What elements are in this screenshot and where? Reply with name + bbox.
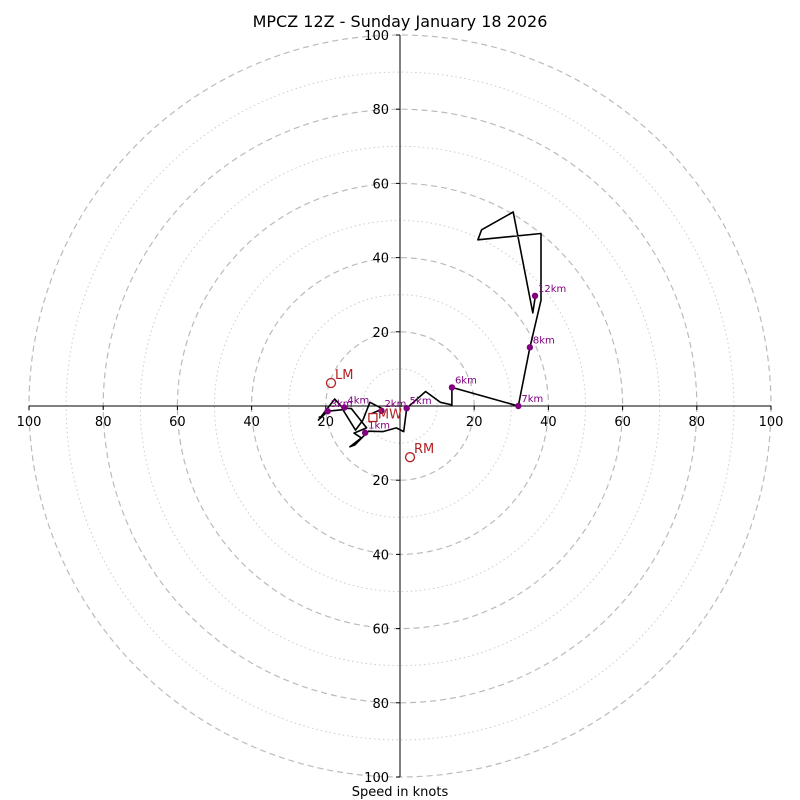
height-label-12km: 12km [538, 284, 566, 295]
height-point-4km [341, 404, 348, 411]
height-label-3km: 3km [331, 399, 353, 410]
height-point-5km [403, 405, 410, 412]
y-tick-label: 40 [372, 252, 389, 267]
height-point-6km [448, 384, 456, 391]
y-tick-label: 100 [364, 771, 389, 786]
mean-wind-marker [368, 412, 378, 423]
y-tick-label: 80 [372, 103, 389, 118]
height-label-2km: 2km [384, 399, 406, 410]
height-point-1km [361, 429, 369, 436]
x-tick-label: 60 [169, 415, 186, 430]
axes [29, 35, 771, 777]
x-tick-label: 100 [759, 415, 784, 430]
height-label-6km: 6km [455, 375, 477, 386]
height-point-7km [515, 402, 522, 410]
storm-motion-rm-label: RM [414, 442, 434, 457]
y-tick-label: 20 [372, 326, 389, 341]
height-label-5km: 5km [410, 396, 432, 407]
tick-labels: 100 80 60 40 20 20 40 60 80 100 100 80 60 40 20 20 40 60 8… [17, 29, 784, 786]
y-tick-label: 60 [372, 177, 389, 192]
x-tick-label: 40 [540, 415, 557, 430]
chart-title: MPCZ 12Z - Sunday January 18 2026 [253, 12, 548, 31]
height-point-2km [378, 407, 385, 415]
height-label-4km: 4km [347, 395, 369, 406]
y-tick-label: 40 [372, 548, 389, 563]
hodograph-line [317, 211, 542, 448]
x-tick-label: 20 [466, 415, 483, 430]
y-tick-label: 100 [364, 29, 389, 44]
x-tick-label: 100 [17, 415, 42, 430]
height-label-1km: 1km [368, 421, 390, 432]
height-point-12km [531, 292, 539, 300]
x-tick-label: 80 [689, 415, 706, 430]
height-point-3km [324, 407, 331, 415]
y-tick-label: 80 [372, 697, 389, 712]
mean-wind-label: MW [378, 408, 402, 423]
x-tick-label: 20 [318, 415, 335, 430]
x-tick-label: 40 [243, 415, 260, 430]
height-point-8km [526, 344, 534, 351]
y-tick-label: 60 [372, 623, 389, 638]
y-tick-label: 20 [372, 474, 389, 489]
storm-motion-markers: LM RM MW [325, 368, 434, 463]
height-label-8km: 8km [533, 335, 555, 346]
storm-motion-lm-marker [325, 377, 337, 389]
height-label-7km: 7km [521, 394, 543, 405]
x-tick-label: 80 [95, 415, 112, 430]
x-axis-label: Speed in knots [352, 785, 449, 800]
storm-motion-rm-marker [404, 452, 416, 463]
x-tick-label: 60 [614, 415, 631, 430]
hodograph-trace [317, 211, 542, 448]
storm-motion-lm-label: LM [335, 368, 353, 383]
